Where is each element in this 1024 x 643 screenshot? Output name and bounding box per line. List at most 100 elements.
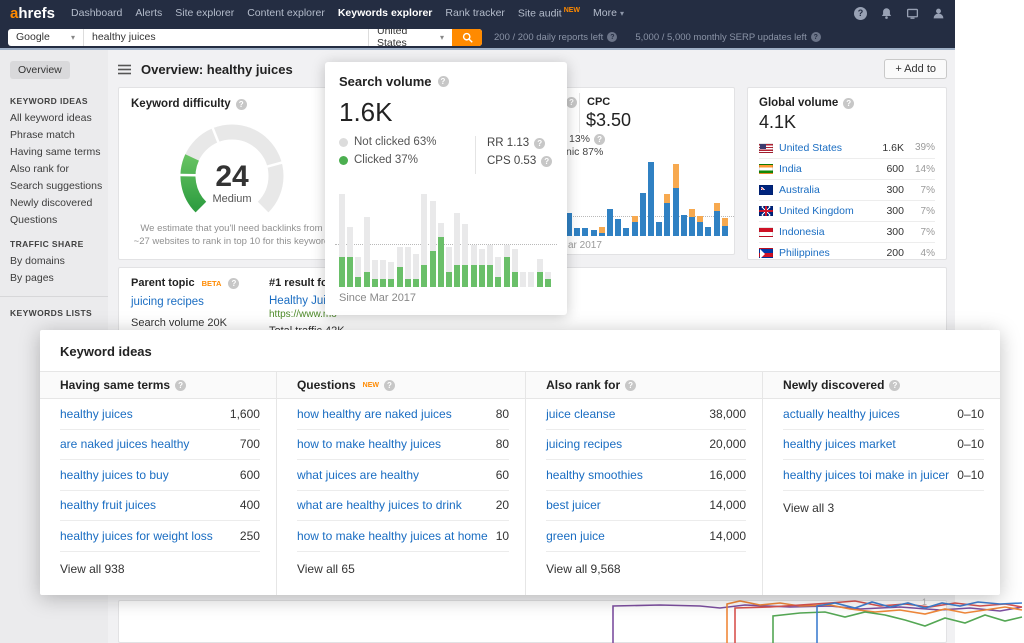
country-link[interactable]: India <box>779 163 802 175</box>
search-button[interactable] <box>452 28 482 46</box>
clicks-bar-paid <box>713 203 720 212</box>
volume-bar <box>413 254 420 287</box>
sidebar-item-having-same-terms[interactable]: Having same terms <box>10 145 101 158</box>
nav-item-alerts[interactable]: Alerts <box>135 7 163 19</box>
info-icon[interactable] <box>175 379 187 391</box>
keyword-link[interactable]: are naked juices healthy <box>60 437 190 452</box>
keyword-volume: 38,000 <box>709 406 747 421</box>
keyword-link[interactable]: how to make healthy juices at home <box>296 528 488 543</box>
not-clicked-dot-icon <box>339 137 348 147</box>
parent-topic-volume: Search volume 20K <box>131 317 227 329</box>
sidebar-item-questions[interactable]: Questions <box>10 213 58 226</box>
sidebar-item-newly-discovered[interactable]: Newly discovered <box>10 196 93 209</box>
keyword-link[interactable]: healthy smoothies <box>546 467 643 482</box>
country-link[interactable]: Indonesia <box>779 226 825 238</box>
info-icon[interactable] <box>541 155 553 167</box>
info-icon[interactable] <box>843 97 855 109</box>
search-volume-popup: Search volume 1.6K Not clicked 63% Click… <box>325 62 567 315</box>
info-icon[interactable] <box>625 379 637 391</box>
sidebar-item-by-pages[interactable]: By pages <box>10 271 54 284</box>
info-icon[interactable] <box>534 137 546 149</box>
country-link[interactable]: Philippines <box>779 247 830 259</box>
clicks-bar <box>574 228 581 236</box>
divider <box>475 136 476 174</box>
keyword-link[interactable]: green juice <box>546 528 605 543</box>
organic-percent-fragment: nic 87% <box>566 146 604 158</box>
keyword-link[interactable]: healthy fruit juices <box>60 498 157 513</box>
keyword-query-input[interactable] <box>84 28 368 46</box>
view-all-link[interactable]: View all 65 <box>296 561 355 576</box>
info-icon[interactable] <box>228 277 240 289</box>
info-icon[interactable] <box>889 379 901 391</box>
help-icon[interactable]: ? <box>854 6 867 20</box>
notifications-icon[interactable] <box>880 7 893 20</box>
keyword-link[interactable]: what juices are healthy <box>296 467 420 482</box>
clicks-bar-organic <box>623 228 630 236</box>
keyword-link[interactable]: actually healthy juices <box>783 406 900 421</box>
view-all-link[interactable]: View all 3 <box>783 500 835 515</box>
country-volume: 1.6K <box>882 141 904 154</box>
clicks-bar <box>639 193 646 236</box>
country-link[interactable]: United States <box>779 141 843 154</box>
keyword-row: juice cleanse 38,000 <box>546 399 747 430</box>
add-to-button[interactable]: + Add to <box>884 59 947 79</box>
parent-topic-keyword-link[interactable]: juicing recipes <box>131 296 204 308</box>
keyword-link[interactable]: how healthy are naked juices <box>296 406 452 421</box>
view-all-link[interactable]: View all 938 <box>60 561 125 576</box>
sidebar-item-also-rank-for[interactable]: Also rank for <box>10 162 69 175</box>
menu-icon[interactable] <box>118 64 131 75</box>
info-icon[interactable] <box>810 32 821 42</box>
sidebar-item-search-suggestions[interactable]: Search suggestions <box>10 179 103 192</box>
volume-bar <box>347 227 354 287</box>
volume-bar-clicked <box>404 279 411 287</box>
keyword-link[interactable]: healthy juices to buy <box>60 467 169 482</box>
view-all-link[interactable]: View all 9,568 <box>546 561 621 576</box>
nav-item-dashboard[interactable]: Dashboard <box>71 7 123 19</box>
info-icon[interactable] <box>594 133 606 145</box>
info-icon[interactable] <box>383 379 395 391</box>
sidebar-item-overview[interactable]: Overview <box>10 61 70 79</box>
search-engine-select[interactable]: Google ▾ <box>8 28 84 46</box>
keyword-link[interactable]: juice cleanse <box>546 406 616 421</box>
country-link[interactable]: Australia <box>779 184 820 196</box>
volume-bar-clicked <box>536 272 543 287</box>
nav-item-keywords-explorer[interactable]: Keywords explorer <box>337 7 433 19</box>
keyword-link[interactable]: what are healthy juices to drink <box>296 498 462 513</box>
info-icon[interactable] <box>607 32 618 42</box>
nav-item-content-explorer[interactable]: Content explorer <box>247 7 325 19</box>
clicks-bar-organic <box>574 228 581 236</box>
country-volume: 300 <box>886 205 904 217</box>
country-select[interactable]: United States ▾ <box>368 28 452 46</box>
nav-item-rank-tracker[interactable]: Rank tracker <box>445 7 505 19</box>
keyword-volume: 10 <box>495 528 510 543</box>
keyword-link[interactable]: how to make healthy juices <box>296 437 442 452</box>
keyword-link[interactable]: healthy juices toi make in juicer <box>783 467 950 482</box>
info-icon[interactable] <box>437 76 449 87</box>
volume-bar-clicked <box>363 272 370 287</box>
sidebar-item-all-keyword-ideas[interactable]: All keyword ideas <box>10 111 92 124</box>
global-volume-card: Global volume 4.1K United States 1.6K 39% I… <box>747 87 947 260</box>
nav-item-more[interactable]: More ▾ <box>593 7 624 19</box>
sidebar-item-phrase-match[interactable]: Phrase match <box>10 128 75 141</box>
keyword-link[interactable]: juicing recipes <box>546 437 623 452</box>
volume-bar <box>339 194 345 287</box>
keyword-row: best juicer 14,000 <box>546 491 747 521</box>
keyword-link[interactable]: healthy juices market <box>783 437 896 452</box>
keyword-link[interactable]: best juicer <box>546 498 601 513</box>
clicks-bar-paid <box>721 218 728 226</box>
info-icon[interactable] <box>235 98 247 110</box>
average-dotted-line <box>335 244 557 245</box>
clicks-bar-organic <box>672 187 679 236</box>
ahrefs-logo[interactable]: ahrefs <box>10 4 56 22</box>
apps-icon[interactable] <box>906 7 919 20</box>
nav-item-site-audit[interactable]: Site audit NEW <box>517 6 581 20</box>
keyword-link[interactable]: healthy juices for weight loss <box>60 528 213 543</box>
clicks-bar-paid <box>631 215 638 222</box>
clicks-bar-organic <box>631 221 638 236</box>
info-icon[interactable] <box>566 97 577 108</box>
country-link[interactable]: United Kingdom <box>779 205 854 217</box>
account-icon[interactable] <box>932 7 945 20</box>
sidebar-item-by-domains[interactable]: By domains <box>10 254 65 267</box>
keyword-link[interactable]: healthy juices <box>60 406 133 421</box>
nav-item-site-explorer[interactable]: Site explorer <box>175 7 235 19</box>
